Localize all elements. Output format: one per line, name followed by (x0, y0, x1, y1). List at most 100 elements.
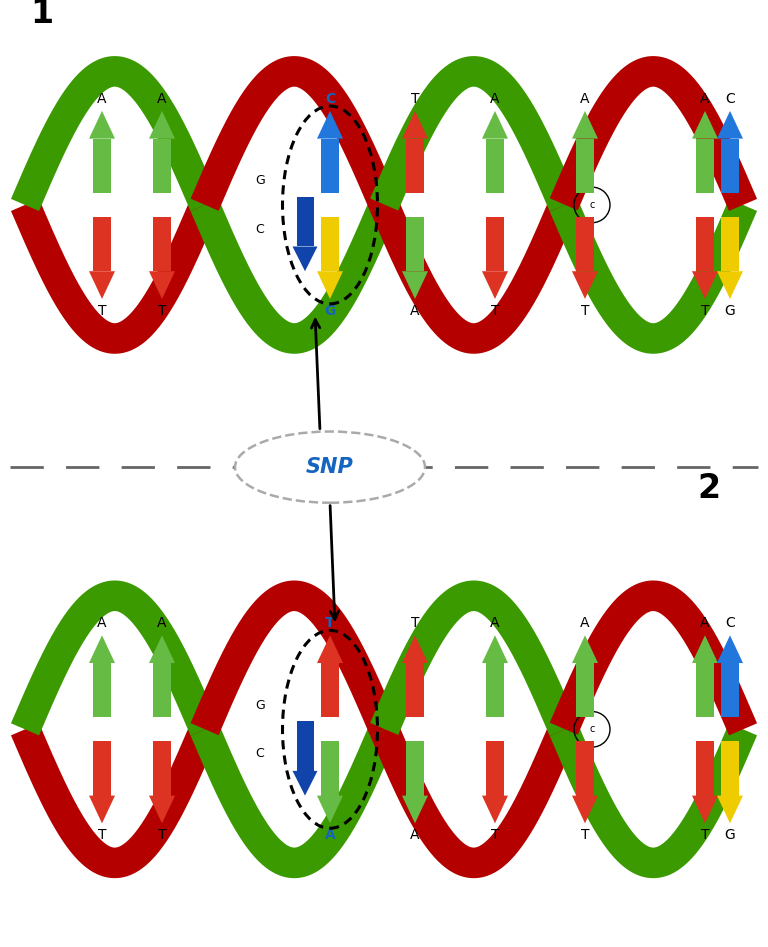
Polygon shape (153, 217, 171, 271)
Polygon shape (717, 635, 743, 663)
Polygon shape (482, 635, 508, 663)
Polygon shape (402, 635, 428, 663)
Polygon shape (696, 663, 714, 718)
Polygon shape (692, 635, 718, 663)
Text: T: T (700, 304, 710, 318)
Polygon shape (317, 795, 343, 823)
Polygon shape (321, 663, 339, 718)
Text: 1: 1 (30, 0, 53, 30)
Polygon shape (317, 111, 343, 138)
Text: T: T (411, 616, 419, 631)
Polygon shape (692, 271, 718, 299)
Polygon shape (296, 197, 313, 246)
Text: C: C (725, 92, 735, 106)
Text: T: T (98, 829, 106, 842)
Polygon shape (696, 217, 714, 271)
Polygon shape (576, 138, 594, 193)
Polygon shape (149, 635, 175, 663)
Polygon shape (89, 635, 115, 663)
Text: A: A (700, 616, 710, 631)
Text: T: T (157, 304, 166, 318)
Polygon shape (321, 217, 339, 271)
Text: G: G (725, 304, 736, 318)
Text: G: G (255, 174, 265, 188)
Polygon shape (692, 111, 718, 138)
Text: C: C (725, 616, 735, 631)
Text: c: c (589, 200, 594, 210)
Polygon shape (93, 217, 111, 271)
Polygon shape (402, 271, 428, 299)
Polygon shape (406, 138, 424, 193)
Text: SNP: SNP (306, 457, 354, 477)
Text: T: T (98, 304, 106, 318)
Text: A: A (581, 616, 590, 631)
Polygon shape (89, 795, 115, 823)
Polygon shape (321, 742, 339, 795)
Text: A: A (410, 829, 420, 842)
Polygon shape (89, 271, 115, 299)
Text: C: C (325, 92, 335, 106)
Text: A: A (98, 616, 107, 631)
Polygon shape (402, 795, 428, 823)
Text: 2: 2 (697, 472, 720, 505)
Polygon shape (717, 271, 743, 299)
Text: C: C (256, 223, 264, 236)
Polygon shape (486, 138, 504, 193)
Text: A: A (157, 92, 167, 106)
Text: A: A (490, 616, 500, 631)
Text: G: G (324, 304, 336, 318)
Polygon shape (572, 271, 598, 299)
Polygon shape (576, 663, 594, 718)
Text: T: T (157, 829, 166, 842)
Polygon shape (576, 742, 594, 795)
Text: A: A (98, 92, 107, 106)
Polygon shape (149, 271, 175, 299)
Polygon shape (482, 271, 508, 299)
Polygon shape (149, 111, 175, 138)
Polygon shape (721, 742, 739, 795)
Polygon shape (576, 217, 594, 271)
Polygon shape (486, 217, 504, 271)
Polygon shape (721, 663, 739, 718)
Text: G: G (255, 699, 265, 711)
Text: T: T (411, 92, 419, 106)
Text: T: T (700, 829, 710, 842)
Polygon shape (321, 138, 339, 193)
Polygon shape (482, 111, 508, 138)
Polygon shape (572, 111, 598, 138)
Text: T: T (491, 304, 499, 318)
Polygon shape (293, 246, 317, 271)
Text: c: c (589, 724, 594, 734)
Ellipse shape (235, 432, 425, 503)
Polygon shape (153, 663, 171, 718)
Polygon shape (296, 722, 313, 771)
Polygon shape (572, 635, 598, 663)
Polygon shape (93, 663, 111, 718)
Polygon shape (721, 217, 739, 271)
Text: T: T (325, 616, 335, 631)
Polygon shape (717, 795, 743, 823)
Text: C: C (256, 747, 264, 760)
Polygon shape (696, 742, 714, 795)
Polygon shape (293, 771, 317, 795)
Polygon shape (406, 217, 424, 271)
Polygon shape (696, 138, 714, 193)
Text: T: T (581, 304, 589, 318)
Text: A: A (581, 92, 590, 106)
Text: A: A (157, 616, 167, 631)
Text: T: T (581, 829, 589, 842)
Text: G: G (725, 829, 736, 842)
Polygon shape (406, 742, 424, 795)
Polygon shape (572, 795, 598, 823)
Text: A: A (490, 92, 500, 106)
Polygon shape (482, 795, 508, 823)
Polygon shape (486, 742, 504, 795)
Text: A: A (325, 829, 336, 842)
Polygon shape (317, 635, 343, 663)
Polygon shape (717, 111, 743, 138)
Text: T: T (491, 829, 499, 842)
Polygon shape (486, 663, 504, 718)
Text: A: A (410, 304, 420, 318)
Polygon shape (153, 742, 171, 795)
Polygon shape (93, 138, 111, 193)
